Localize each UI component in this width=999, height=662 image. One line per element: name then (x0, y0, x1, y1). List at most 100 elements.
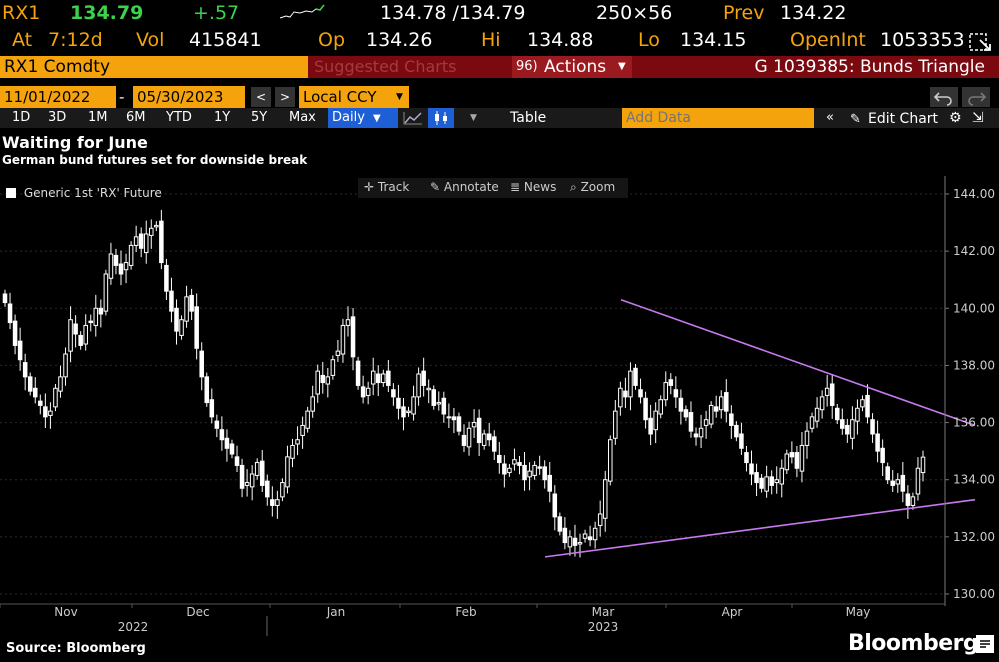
candle-up (597, 513, 603, 526)
annotate-tool[interactable]: ✎ Annotate (430, 180, 499, 194)
news-tool[interactable]: ≣ News (510, 180, 556, 194)
add-data-input[interactable] (622, 108, 814, 128)
table-button[interactable]: Table (510, 110, 547, 126)
candle-up (290, 444, 295, 459)
candle-up (381, 373, 386, 384)
timeframe-ytd[interactable]: YTD (166, 110, 192, 125)
dropdown-arrow-icon: ▼ (618, 61, 626, 72)
timeframe-3d[interactable]: 3D (48, 110, 67, 125)
candle-down (159, 220, 164, 264)
timeframe-1y[interactable]: 1Y (214, 110, 231, 125)
candle-up (708, 404, 714, 425)
candle-up (406, 410, 411, 414)
candle-up (592, 527, 598, 541)
candle-down (22, 362, 28, 378)
prev-label: Prev (723, 2, 765, 24)
candle-up (718, 396, 724, 411)
x-tick-label: Jan (326, 605, 346, 619)
settings-icon[interactable]: ⚙ (949, 110, 962, 126)
candle-up (799, 444, 805, 472)
security-field[interactable]: RX1 Comdty (0, 56, 308, 78)
candle-down (214, 420, 220, 429)
candle-up (819, 396, 825, 411)
end-date-input[interactable]: 05/30/2023 (133, 86, 245, 108)
pop-out-icon[interactable] (968, 31, 994, 53)
hi-label: Hi (481, 29, 501, 51)
timeframe-5y[interactable]: 5Y (251, 110, 268, 125)
y-tick-label: 138.00 (953, 358, 995, 372)
candle-up (471, 422, 477, 428)
candle-down (673, 389, 679, 398)
currency-select[interactable]: Local CCY ▼ (299, 86, 409, 108)
security-text: RX1 Comdty (4, 57, 111, 77)
candle-down (668, 379, 674, 386)
candle-up (310, 396, 315, 412)
price-chart[interactable]: 130.00 132.00 134.00 136.00 138.00 140.00 142.… (0, 176, 999, 662)
y-tick-label: 140.00 (953, 301, 995, 315)
timeframe-1d[interactable]: 1D (12, 110, 31, 125)
x-tick-label: Mar (592, 605, 615, 619)
vol-value: 415841 (189, 29, 262, 51)
candle-down (396, 397, 401, 409)
candle-down (880, 447, 885, 464)
period-text: Daily (332, 110, 365, 125)
candle-down (754, 472, 759, 484)
candle-up (149, 227, 154, 236)
candle-up (814, 407, 820, 422)
candle-down (890, 480, 896, 486)
candle-down (794, 452, 800, 469)
export-icon[interactable]: ⇲ (972, 110, 984, 126)
candle-down (557, 516, 563, 532)
timeframe-max[interactable]: Max (289, 110, 316, 125)
zoom-tool[interactable]: ⌕ Zoom (570, 180, 615, 195)
quote-line-2: At 7:12d Vol 415841 Op 134.26 Hi 134.88 … (0, 28, 999, 54)
candle-up (58, 376, 63, 392)
timeframe-6m[interactable]: 6M (126, 110, 146, 125)
end-date-text: 05/30/2023 (137, 88, 224, 106)
candle-up (154, 224, 159, 228)
sparkline-icon (279, 4, 325, 19)
next-period-button[interactable]: > (275, 87, 295, 107)
candle-down (375, 373, 381, 384)
quote-line-1: RX1 134.79 +.57 134.78 /134.79 250×56 Pr… (0, 0, 999, 28)
candle-down (900, 474, 906, 492)
legend: Generic 1st 'RX' Future (6, 186, 162, 204)
candle-down (491, 436, 497, 452)
track-tool[interactable]: ✛ Track (364, 180, 409, 194)
candle-down (562, 527, 568, 544)
candle-up (63, 353, 68, 378)
candle-chart-button[interactable] (428, 108, 454, 128)
candle-down (174, 307, 179, 332)
candle-up (784, 453, 790, 471)
actions-number: 96) (516, 59, 538, 74)
candle-down (769, 476, 774, 486)
candle-up (335, 350, 341, 356)
candle-down (749, 463, 754, 475)
candle-down (73, 323, 78, 335)
line-chart-button[interactable] (402, 110, 424, 126)
candle-down (391, 389, 396, 398)
candle-up (582, 533, 588, 539)
period-select[interactable]: Daily ▼ (328, 108, 398, 128)
chart-type-dropdown-icon[interactable]: ▼ (470, 113, 477, 123)
x-tick-label: Dec (186, 605, 209, 619)
collapse-icon[interactable]: « (826, 110, 834, 125)
suggested-charts-button[interactable]: Suggested Charts (314, 57, 457, 76)
start-date-input[interactable]: 11/01/2022 (0, 86, 116, 108)
candle-down (870, 419, 875, 435)
candle-down (476, 417, 482, 444)
undo-button[interactable] (930, 87, 958, 107)
timeframe-1m[interactable]: 1M (88, 110, 108, 125)
actions-menu[interactable]: 96) Actions ▼ (512, 56, 632, 78)
prev-period-button[interactable]: < (251, 87, 271, 107)
redo-button[interactable] (962, 87, 990, 107)
candle-up (345, 319, 351, 326)
edit-chart-button[interactable]: ✎ Edit Chart (850, 108, 938, 128)
dropdown-arrow-icon: ▼ (396, 92, 403, 102)
candle-down (587, 536, 593, 541)
candle-up (68, 319, 73, 352)
candle-down (885, 466, 890, 481)
candle-down (27, 376, 33, 392)
brand-logo: Bloomberg (848, 631, 979, 656)
candle-down (169, 290, 174, 312)
